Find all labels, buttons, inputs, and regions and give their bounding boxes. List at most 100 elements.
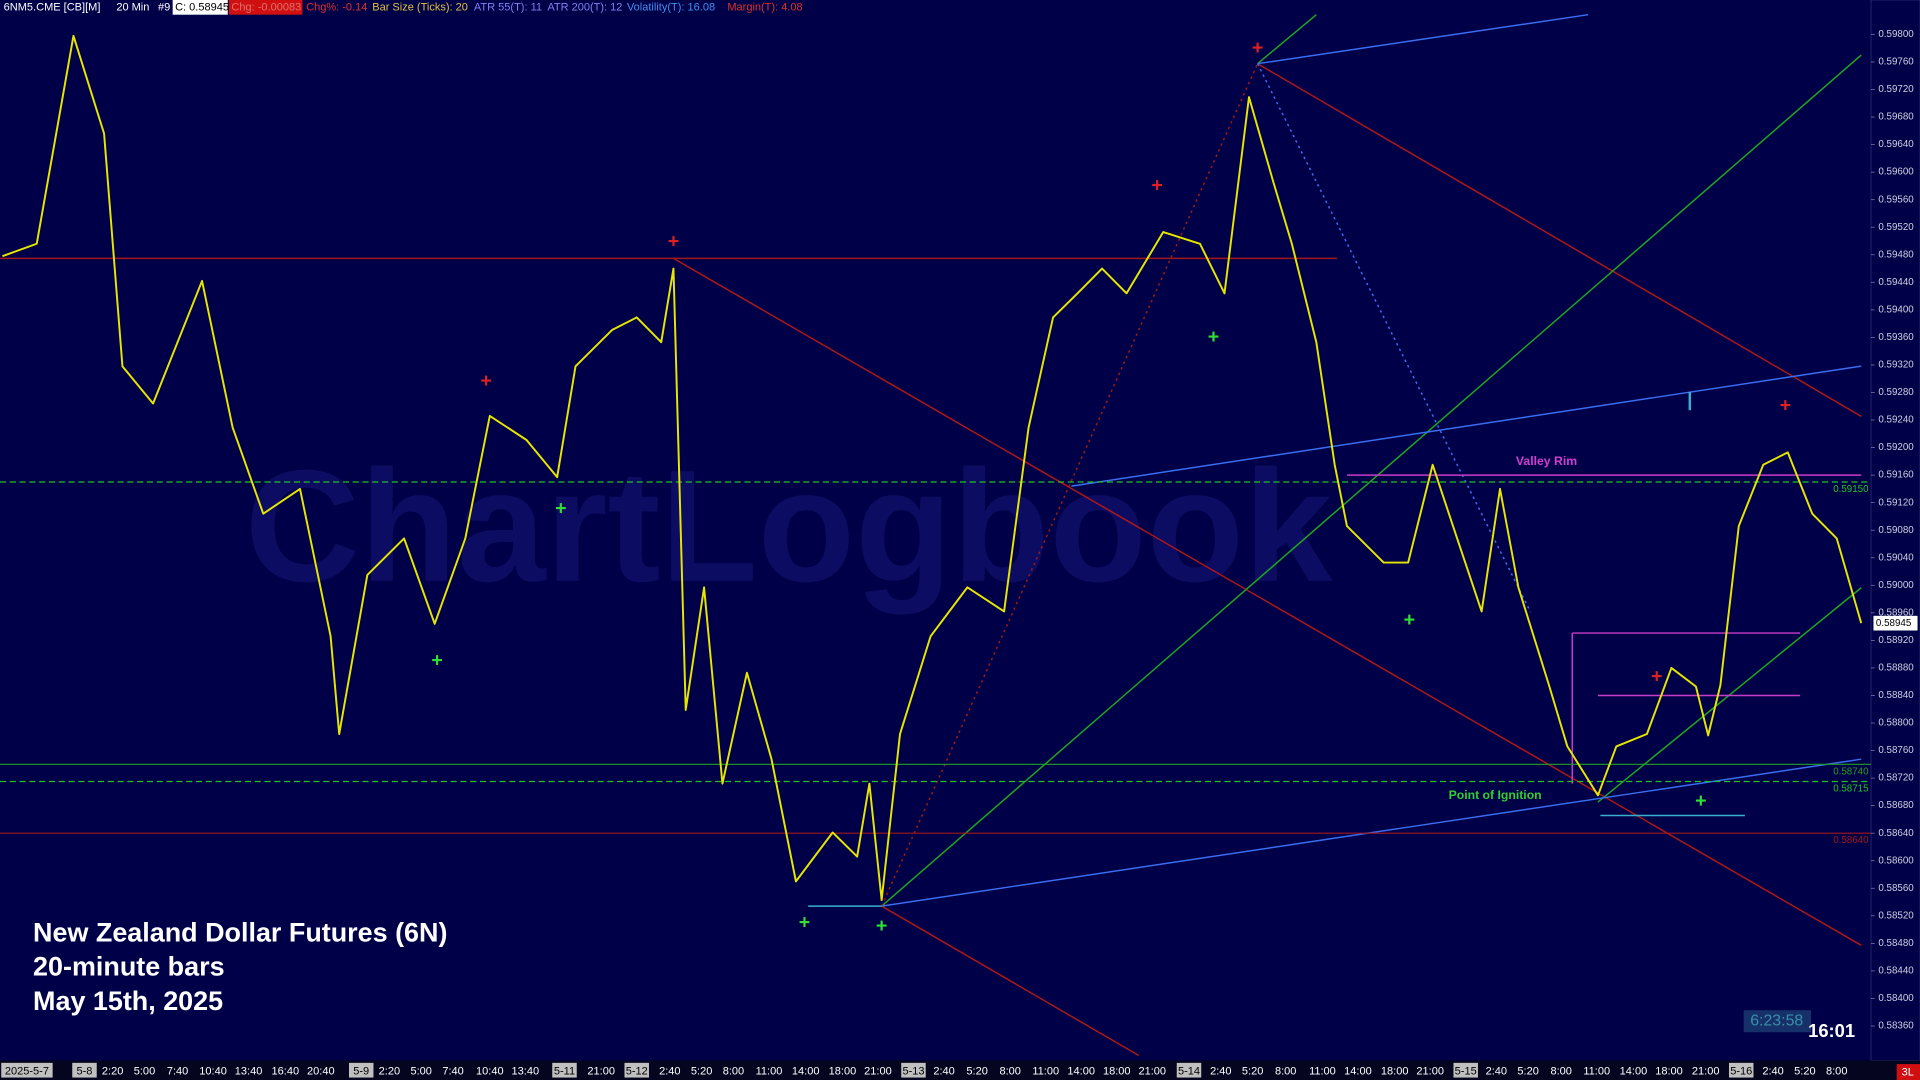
change-box [228, 0, 303, 15]
date-box [348, 1062, 374, 1078]
x-tick-label: 5:00 [134, 1065, 155, 1077]
price-level-label: 0.59150 [1833, 484, 1869, 495]
marker: + [1252, 37, 1263, 59]
signal-markers: + + + + + + + + + + + + + [431, 37, 1791, 937]
x-tick-label: 2:40 [1210, 1065, 1231, 1077]
x-tick-label: 7:40 [167, 1065, 188, 1077]
x-tick-label: 14:00 [1067, 1065, 1095, 1077]
x-tick-label: 21:00 [1416, 1065, 1444, 1077]
x-tick-label: 8:00 [1826, 1065, 1847, 1077]
marker: + [1404, 609, 1415, 631]
last-price-box [1873, 615, 1918, 631]
marker: + [1208, 326, 1219, 348]
x-tick-label: 20:40 [307, 1065, 335, 1077]
clock: 16:01 [1808, 1020, 1855, 1041]
x-tick-label: 5-8 [77, 1065, 93, 1077]
date-box [624, 1062, 649, 1078]
y-tick-label: 0.59440 [1878, 277, 1914, 288]
x-tick-label: 21:00 [587, 1065, 615, 1077]
y-tick-label: 0.58400 [1878, 993, 1914, 1004]
y-tick-label: 0.59600 [1878, 167, 1914, 178]
price-level-label: 0.58740 [1833, 766, 1869, 777]
trend-line [1071, 365, 1862, 487]
x-tick-label: 5:20 [1242, 1065, 1263, 1077]
x-tick-label: 5-15 [1455, 1065, 1477, 1077]
x-tick-label: 2:40 [933, 1065, 954, 1077]
x-tick-label: 5:20 [966, 1065, 987, 1077]
x-tick-label: 11:00 [756, 1065, 783, 1077]
symbol: 6NM5.CME [CB][M] [4, 1, 101, 13]
y-tick-label: 0.59560 [1878, 194, 1914, 205]
x-tick-label: 14:00 [1344, 1065, 1372, 1077]
y-tick-label: 0.59400 [1878, 304, 1914, 315]
y-tick-label: 0.59320 [1878, 360, 1914, 371]
x-tick-label: 18:00 [1655, 1065, 1683, 1077]
badge: 3L [1902, 1067, 1914, 1079]
y-tick-label: 0.59800 [1878, 29, 1914, 40]
x-tick-label: 18:00 [829, 1065, 857, 1077]
y-tick-label: 0.58840 [1878, 690, 1914, 701]
badge-box [1896, 1064, 1920, 1080]
date-box [72, 1062, 97, 1078]
header: 6NM5.CME [CB][M] 20 Min #9 C: 0.58945 Ch… [4, 0, 803, 15]
y-tick-label: 0.58880 [1878, 663, 1914, 674]
y-tick-label: 0.59520 [1878, 222, 1914, 233]
watermark: ChartLogbook [245, 437, 1333, 615]
y-tick-label: 0.58560 [1878, 883, 1914, 894]
bar-size: Bar Size (Ticks): 20 [372, 1, 468, 13]
x-tick-label: 5-16 [1730, 1065, 1752, 1077]
trend-line [881, 905, 1140, 1057]
marker: + [1780, 395, 1791, 417]
y-tick-label: 0.58800 [1878, 718, 1914, 729]
x-tick-label: 10:40 [476, 1065, 504, 1077]
x-tick-label: 11:00 [1309, 1065, 1336, 1077]
x-tick-label: 2:40 [659, 1065, 680, 1077]
countdown-box [1743, 1010, 1812, 1033]
y-tick-label: 0.58760 [1878, 745, 1914, 756]
x-tick-label: 2:40 [1486, 1065, 1507, 1077]
x-tick-label: 8:00 [723, 1065, 744, 1077]
marker: + [1695, 790, 1706, 812]
x-tick-label: 21:00 [864, 1065, 892, 1077]
x-tick-label: 5-11 [554, 1065, 575, 1077]
x-tick-label: 5-12 [626, 1065, 648, 1077]
y-tick-label: 0.58920 [1878, 635, 1914, 646]
price-level-label: 0.58715 [1833, 783, 1869, 794]
x-tick-label: 21:00 [1692, 1065, 1720, 1077]
x-tick-label: 21:00 [1138, 1065, 1166, 1077]
marker: + [431, 649, 442, 671]
x-tick-label: 2:20 [102, 1065, 123, 1077]
y-tick-label: 0.59680 [1878, 112, 1914, 123]
x-tick-label: 5:20 [1794, 1065, 1815, 1077]
x-tick-label: 5-14 [1178, 1065, 1200, 1077]
date-box [901, 1062, 926, 1078]
x-tick-label: 14:00 [792, 1065, 820, 1077]
y-tick-label: 0.59200 [1878, 442, 1914, 453]
y-tick-label: 0.59760 [1878, 57, 1914, 68]
y-tick-label: 0.59040 [1878, 552, 1914, 563]
marker: + [555, 498, 566, 520]
x-tick-label: 5:20 [1517, 1065, 1538, 1077]
x-tick-label: 2:40 [1762, 1065, 1783, 1077]
marker: + [480, 370, 491, 392]
marker: + [1151, 174, 1162, 196]
marker: + [799, 911, 810, 933]
y-tick-label: 0.58960 [1878, 607, 1914, 618]
chart-date: May 15th, 2025 [33, 986, 223, 1016]
x-tick-label: 13:40 [512, 1065, 540, 1077]
countdown: 6:23:58 [1750, 1012, 1803, 1029]
y-tick-label: 0.59640 [1878, 139, 1914, 150]
annotation: Valley Rim [1516, 454, 1577, 468]
x-tick-label: 5-9 [353, 1065, 369, 1077]
y-tick-label: 0.58640 [1878, 828, 1914, 839]
date-box [1176, 1062, 1202, 1078]
trend-line [1256, 63, 1532, 613]
x-tick-label: 18:00 [1381, 1065, 1409, 1077]
change: Chg: -0.00083 [231, 1, 301, 13]
y-tick-label: 0.59720 [1878, 84, 1914, 95]
x-tick-label: 2:20 [379, 1065, 400, 1077]
x-tick-label: 5:20 [691, 1065, 712, 1077]
